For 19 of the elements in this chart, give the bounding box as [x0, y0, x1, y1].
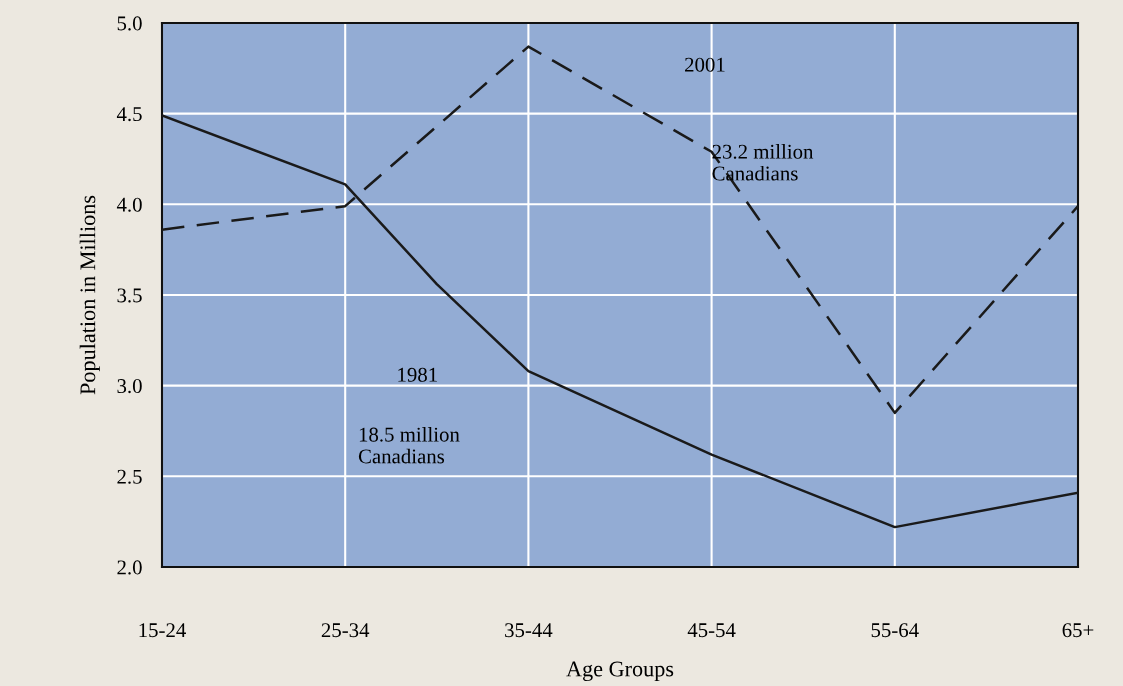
- y-tick-label: 4.0: [116, 197, 142, 212]
- y-tick-label: 3.0: [117, 379, 142, 394]
- y-tick-label: 5.0: [117, 16, 142, 31]
- y-axis-title: Population in Millions: [79, 195, 100, 395]
- annotation: 18.5 million Canadians: [358, 426, 460, 464]
- x-tick-label: 65+: [1062, 623, 1094, 638]
- x-tick-label: 55-64: [871, 623, 919, 638]
- x-tick-label: 25-34: [321, 623, 370, 638]
- x-tick-label: 35-44: [505, 623, 553, 638]
- annotation: 1981: [398, 367, 437, 382]
- x-axis-title: Age Groups: [566, 661, 674, 682]
- annotation: 23.2 million Canadians: [712, 144, 814, 181]
- x-tick-label: 45-54: [687, 623, 736, 638]
- y-tick-label: 2.0: [117, 560, 142, 575]
- x-tick-label: 15-24: [139, 623, 186, 638]
- y-tick-label: 3.5: [117, 288, 142, 303]
- annotation: 2001: [685, 57, 725, 72]
- y-tick-label: 4.5: [116, 107, 142, 122]
- y-tick-label: 2.5: [117, 469, 142, 484]
